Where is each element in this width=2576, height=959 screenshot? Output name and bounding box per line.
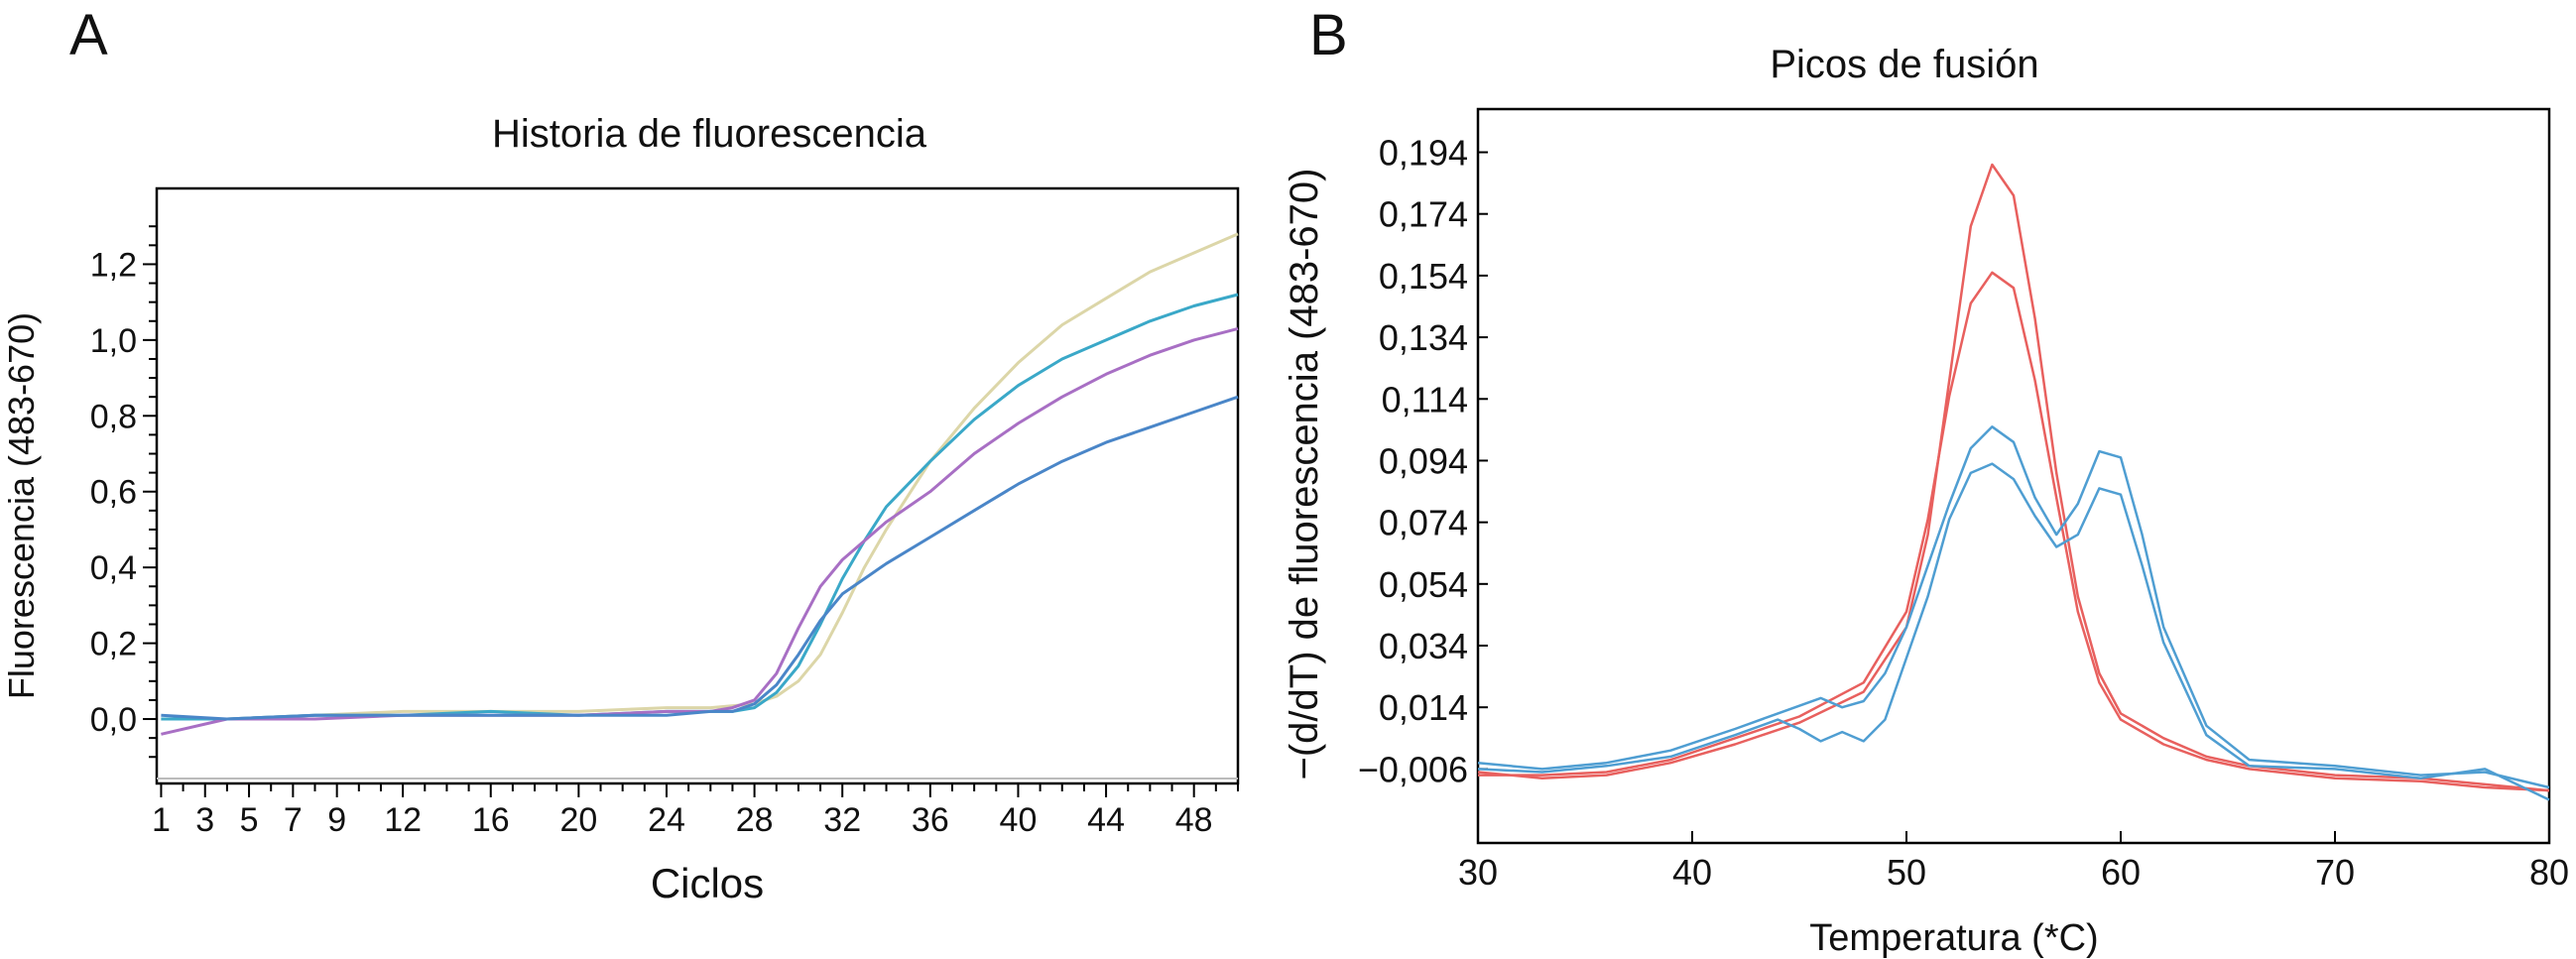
series-line <box>161 395 1239 721</box>
y-tick-label: 0,194 <box>1379 133 1468 174</box>
series-line <box>1477 462 2550 801</box>
panel-a-ylabel: Fluorescencia (483-670) <box>1 312 42 699</box>
x-tick-label: 36 <box>912 801 949 839</box>
x-tick-label: 40 <box>1672 852 1712 893</box>
panel-a-title: Historia de fluorescencia <box>492 112 927 156</box>
y-tick-label: 0,2 <box>90 626 137 663</box>
y-tick-label: 0,074 <box>1379 503 1468 543</box>
x-tick-label: 16 <box>472 801 510 839</box>
y-tick-label: 0,094 <box>1379 440 1468 481</box>
panel-a-plot-area <box>155 186 1240 785</box>
x-tick-label: 30 <box>1458 852 1498 893</box>
y-tick-label: 0,154 <box>1379 256 1468 297</box>
x-tick-label: 70 <box>2315 852 2355 893</box>
x-tick-label: 9 <box>327 801 346 839</box>
x-tick-label: 7 <box>284 801 303 839</box>
x-tick-label: 28 <box>736 801 774 839</box>
y-tick-label: 0,134 <box>1379 317 1468 358</box>
x-tick-label: 80 <box>2529 852 2569 893</box>
y-tick-label: 0,034 <box>1379 626 1468 666</box>
y-tick-label: 1,2 <box>90 246 137 284</box>
panel-a-ticks: 1 3 5 7 9 12 16 20 24 28 32 36 40 44 48 0,0 0,2 0,4 0,6 0,8… <box>90 225 1239 839</box>
series-line <box>1477 425 2550 789</box>
panel-b-ylabel: −(d/dT) de fluorescencia (483-670) <box>1283 169 1326 780</box>
x-tick-label: 50 <box>1887 852 1926 893</box>
y-tick-label: 1,0 <box>90 322 137 360</box>
series-line <box>1478 271 2550 792</box>
y-tick-label: −0,006 <box>1358 749 1468 789</box>
series-line <box>161 232 1239 721</box>
panel-a-xlabel: Ciclos <box>651 860 764 906</box>
panel-b: B Picos de fusión −(d/dT) de fluorescenc… <box>1283 3 2569 959</box>
y-tick-label: 0,0 <box>90 701 137 739</box>
panel-b-title: Picos de fusión <box>1770 43 2038 86</box>
x-tick-label: 44 <box>1087 801 1125 839</box>
x-tick-label: 3 <box>195 801 214 839</box>
panel-b-series <box>1477 163 2550 801</box>
x-tick-label: 32 <box>823 801 861 839</box>
y-tick-label: 0,014 <box>1379 687 1468 728</box>
panel-a-series <box>161 232 1239 736</box>
x-tick-label: 12 <box>384 801 422 839</box>
panel-a: A Historia de fluorescencia Fluorescenci… <box>1 3 1240 906</box>
x-tick-label: 60 <box>2101 852 2141 893</box>
panel-b-letter: B <box>1309 3 1348 67</box>
y-tick-label: 0,114 <box>1382 379 1468 420</box>
x-tick-label: 1 <box>152 801 171 839</box>
y-tick-label: 0,8 <box>90 398 137 435</box>
series-line <box>161 326 1239 736</box>
x-tick-label: 5 <box>240 801 259 839</box>
y-tick-label: 0,4 <box>90 549 137 587</box>
panel-b-ticks: 30 40 50 60 70 80 0,194 0,174 0,154 0,134 0,114 0,0… <box>1358 133 2569 893</box>
series-line <box>161 293 1239 721</box>
x-tick-label: 48 <box>1175 801 1213 839</box>
y-tick-label: 0,6 <box>90 474 137 512</box>
y-tick-label: 0,054 <box>1379 564 1468 605</box>
panel-b-xlabel: Temperatura (*C) <box>1809 917 2098 959</box>
series-line <box>1477 163 2550 792</box>
x-tick-label: 24 <box>648 801 685 839</box>
panel-a-letter: A <box>69 3 108 67</box>
panel-b-plot-area <box>1476 107 2551 845</box>
x-tick-label: 20 <box>559 801 597 839</box>
y-tick-label: 0,174 <box>1379 194 1468 235</box>
x-tick-label: 40 <box>1000 801 1038 839</box>
